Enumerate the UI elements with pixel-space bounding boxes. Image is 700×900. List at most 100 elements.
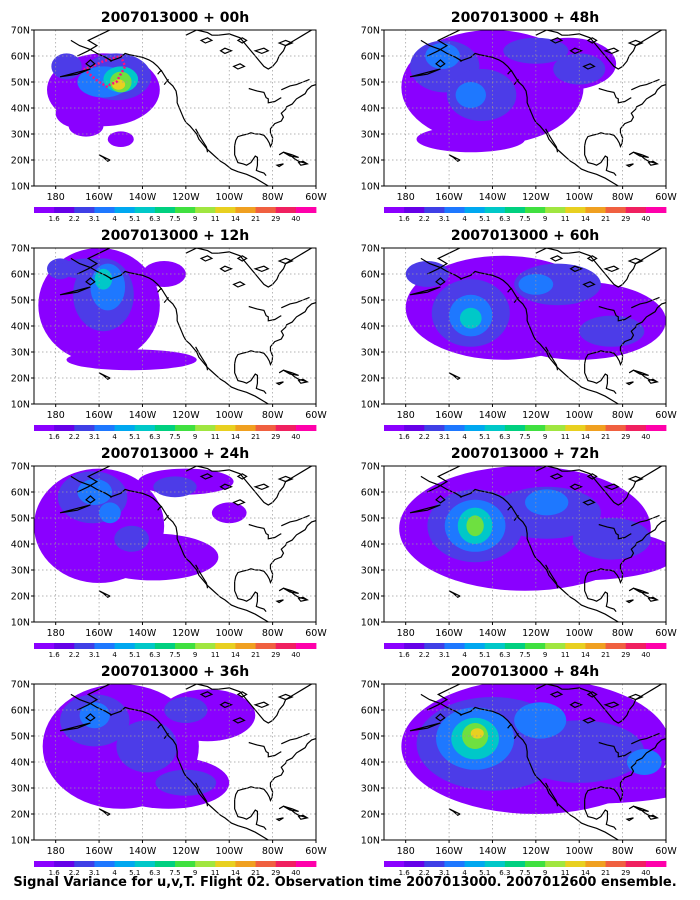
variance-field bbox=[401, 684, 666, 814]
island bbox=[448, 808, 462, 817]
colorbar-label: 21 bbox=[251, 869, 260, 877]
lon-tick-label: 100W bbox=[565, 410, 593, 421]
lat-tick-label: 20N bbox=[361, 374, 380, 385]
colorbar-label: 29 bbox=[621, 869, 630, 877]
island bbox=[647, 814, 659, 820]
colorbar-label: 9 bbox=[193, 433, 197, 441]
coastline bbox=[459, 706, 620, 840]
colorbar-label: 3.1 bbox=[89, 433, 100, 441]
lat-tick-label: 10N bbox=[361, 836, 380, 847]
colorbar-swatch bbox=[384, 207, 405, 213]
colorbar-swatch bbox=[585, 207, 606, 213]
island bbox=[232, 499, 246, 506]
island bbox=[647, 596, 659, 602]
lat-tick-label: 40N bbox=[361, 540, 380, 551]
lat-tick-label: 40N bbox=[361, 322, 380, 333]
colorbar-swatch bbox=[585, 643, 606, 649]
colorbar-label: 14 bbox=[581, 869, 590, 877]
colorbar-swatch bbox=[645, 425, 667, 431]
coastline bbox=[535, 30, 569, 36]
colorbar-swatch bbox=[195, 207, 216, 213]
lon-tick-label: 60W bbox=[655, 410, 677, 421]
coastline bbox=[598, 523, 632, 540]
panel-title: 2007013000 + 60h bbox=[451, 228, 599, 244]
colorbar-label: 6.3 bbox=[149, 651, 160, 659]
lat-tick-label: 60N bbox=[361, 270, 380, 281]
gridlines bbox=[34, 30, 317, 186]
colorbar-swatch bbox=[235, 425, 256, 431]
colorbar-swatch bbox=[444, 643, 465, 649]
variance-contour bbox=[455, 82, 486, 108]
lat-tick-label: 40N bbox=[11, 104, 30, 115]
island bbox=[236, 255, 248, 262]
coastline bbox=[248, 523, 282, 540]
lon-tick-label: 60W bbox=[655, 628, 677, 639]
colorbar-label: 11 bbox=[561, 215, 570, 223]
colorbar-swatch bbox=[275, 861, 297, 867]
lon-tick-label: 180 bbox=[397, 410, 415, 421]
colorbar-label: 14 bbox=[581, 215, 590, 223]
lat-tick-label: 50N bbox=[361, 78, 380, 89]
lat-tick-label: 10N bbox=[361, 618, 380, 629]
colorbar-swatch bbox=[464, 643, 486, 649]
colorbar-label: 21 bbox=[601, 869, 610, 877]
colorbar-label: 6.3 bbox=[149, 433, 160, 441]
colorbar-swatch bbox=[94, 861, 115, 867]
island bbox=[199, 255, 214, 262]
figure-caption: Signal Variance for u,v,T. Flight 02. Ob… bbox=[13, 875, 676, 890]
coastline bbox=[281, 732, 310, 745]
coastline bbox=[77, 466, 111, 493]
colorbar-label: 21 bbox=[251, 215, 260, 223]
colorbar-swatch bbox=[54, 207, 75, 213]
lon-tick-label: 140W bbox=[479, 628, 507, 639]
colorbar-swatch bbox=[525, 425, 546, 431]
colorbar-label: 3.1 bbox=[439, 433, 450, 441]
colorbar-swatch bbox=[235, 643, 256, 649]
lon-tick-label: 160W bbox=[85, 846, 113, 857]
coastline bbox=[109, 52, 270, 186]
colorbar-label: 4 bbox=[112, 433, 117, 441]
island bbox=[409, 504, 441, 514]
lon-tick-label: 80W bbox=[262, 410, 284, 421]
coastline bbox=[427, 248, 461, 275]
gridlines bbox=[384, 684, 667, 840]
coastline bbox=[427, 684, 461, 711]
forecast-panel-72h: 2007013000 + 72h 10N 20N 30N 40N 50N 60N 70N 180… bbox=[361, 446, 678, 659]
island bbox=[98, 808, 112, 817]
colorbar-label: 6.3 bbox=[149, 215, 160, 223]
island bbox=[59, 68, 91, 78]
island bbox=[569, 701, 584, 709]
island bbox=[603, 47, 620, 55]
colorbar-label: 40 bbox=[291, 869, 300, 877]
colorbar-swatch bbox=[504, 861, 526, 867]
colorbar-swatch bbox=[74, 425, 95, 431]
colorbar-swatch bbox=[605, 861, 627, 867]
coastline bbox=[584, 145, 617, 176]
lat-tick-label: 70N bbox=[11, 244, 30, 255]
lat-tick-label: 20N bbox=[11, 592, 30, 603]
colorbar-swatch bbox=[154, 207, 176, 213]
lon-tick-label: 160W bbox=[435, 410, 463, 421]
colorbar-label: 29 bbox=[621, 433, 630, 441]
lat-tick-label: 30N bbox=[11, 784, 30, 795]
lon-tick-label: 120W bbox=[172, 628, 200, 639]
colorbar-swatch bbox=[114, 643, 136, 649]
colorbar-label: 29 bbox=[271, 869, 280, 877]
island bbox=[85, 713, 96, 722]
colorbar-label: 14 bbox=[231, 433, 240, 441]
colorbar-swatch bbox=[645, 861, 667, 867]
lon-tick-label: 100W bbox=[215, 846, 243, 857]
colorbar-label: 9 bbox=[193, 651, 197, 659]
gridlines bbox=[34, 684, 317, 840]
colorbar-label: 5.1 bbox=[129, 869, 140, 877]
coastline bbox=[234, 799, 267, 830]
colorbar-label: 2.2 bbox=[419, 869, 430, 877]
lat-tick-label: 30N bbox=[11, 348, 30, 359]
lat-tick-label: 10N bbox=[11, 618, 30, 629]
forecast-panel-48h: 2007013000 + 48h 10N 20N 30N 40N 50N 60N 70N 180… bbox=[361, 10, 678, 223]
coastline bbox=[535, 466, 569, 472]
island bbox=[586, 255, 598, 262]
panel-title: 2007013000 + 12h bbox=[101, 228, 249, 244]
colorbar-swatch bbox=[54, 425, 75, 431]
coastline bbox=[77, 684, 111, 711]
